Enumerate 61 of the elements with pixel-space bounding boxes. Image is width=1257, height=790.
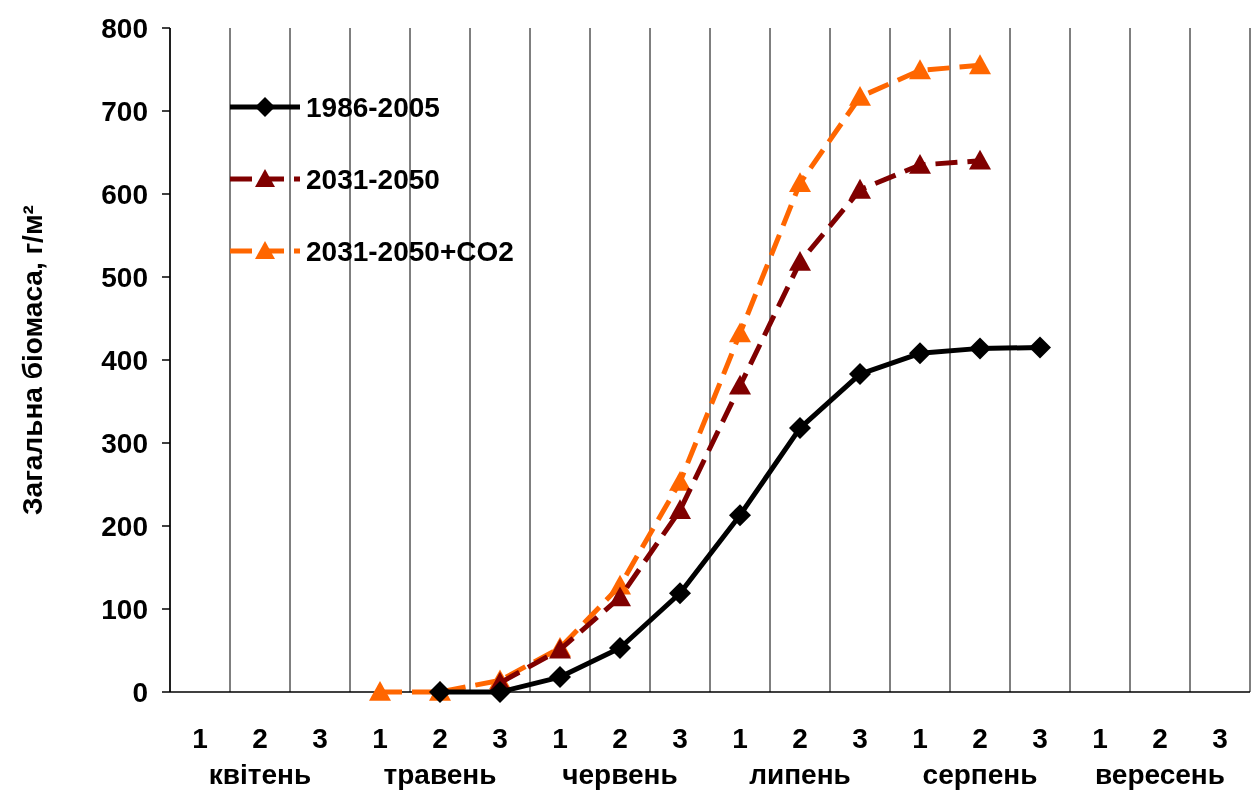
- y-tick-label: 300: [101, 427, 148, 459]
- point: [789, 417, 811, 440]
- point: [609, 637, 631, 660]
- text: липень: [749, 759, 851, 790]
- x-tick-label: 3: [1032, 723, 1048, 754]
- point: [969, 149, 991, 170]
- point: [669, 471, 691, 491]
- x-tick-label: 1: [372, 723, 388, 754]
- point: [669, 582, 691, 605]
- x-tick-label: 3: [312, 723, 328, 754]
- point: [729, 504, 751, 527]
- y-tick-label: 0: [132, 676, 148, 708]
- legend-label: 2031-2050: [306, 163, 440, 195]
- y-tick-label: 500: [101, 261, 148, 293]
- point: [969, 337, 991, 360]
- text: травень: [383, 759, 497, 790]
- y-axis-title: Загальна біомаса, г/м²: [17, 205, 48, 515]
- x-tick-label: 1: [1092, 723, 1108, 754]
- point: [789, 251, 811, 271]
- point: [849, 178, 871, 199]
- text: серпень: [922, 759, 1038, 790]
- point: [849, 363, 871, 386]
- point: [609, 586, 631, 607]
- x-tick-label: 2: [1152, 723, 1168, 754]
- point: [909, 59, 931, 80]
- point: [729, 322, 751, 343]
- x-tick-label: 1: [912, 723, 928, 754]
- y-tick-label: 800: [101, 12, 148, 44]
- point: [549, 666, 571, 689]
- point: [909, 153, 931, 174]
- point: [969, 54, 991, 75]
- x-tick-label: 2: [612, 723, 628, 754]
- x-tick-label: 3: [492, 723, 508, 754]
- y-tick-label: 700: [101, 95, 148, 127]
- point: [789, 172, 811, 193]
- point: [669, 499, 691, 520]
- x-tick-label: 2: [792, 723, 808, 754]
- x-tick-label: 2: [432, 723, 448, 754]
- y-tick-label: 200: [101, 510, 148, 542]
- y-tick-label: 400: [101, 344, 148, 376]
- point: [849, 85, 871, 106]
- x-tick-label: 2: [252, 723, 268, 754]
- x-tick-label: 1: [732, 723, 748, 754]
- y-tick-label: 100: [101, 593, 148, 625]
- x-tick-label: 1: [552, 723, 568, 754]
- x-tick-label: 2: [972, 723, 988, 754]
- x-tick-label: 1: [192, 723, 208, 754]
- legend-label: 1986-2005: [306, 91, 440, 123]
- x-tick-label: 3: [672, 723, 688, 754]
- text: квітень: [208, 759, 312, 790]
- point: [369, 681, 391, 701]
- text: червень: [562, 759, 678, 790]
- x-tick-label: 3: [852, 723, 868, 754]
- point: [729, 374, 751, 395]
- point: [489, 681, 511, 703]
- text: вересень: [1095, 759, 1225, 790]
- x-tick-label: 3: [1212, 723, 1228, 754]
- point: [909, 342, 931, 365]
- point: [1029, 336, 1051, 359]
- y-tick-label: 600: [101, 178, 148, 210]
- legend-label: 2031-2050+CO2: [306, 235, 514, 267]
